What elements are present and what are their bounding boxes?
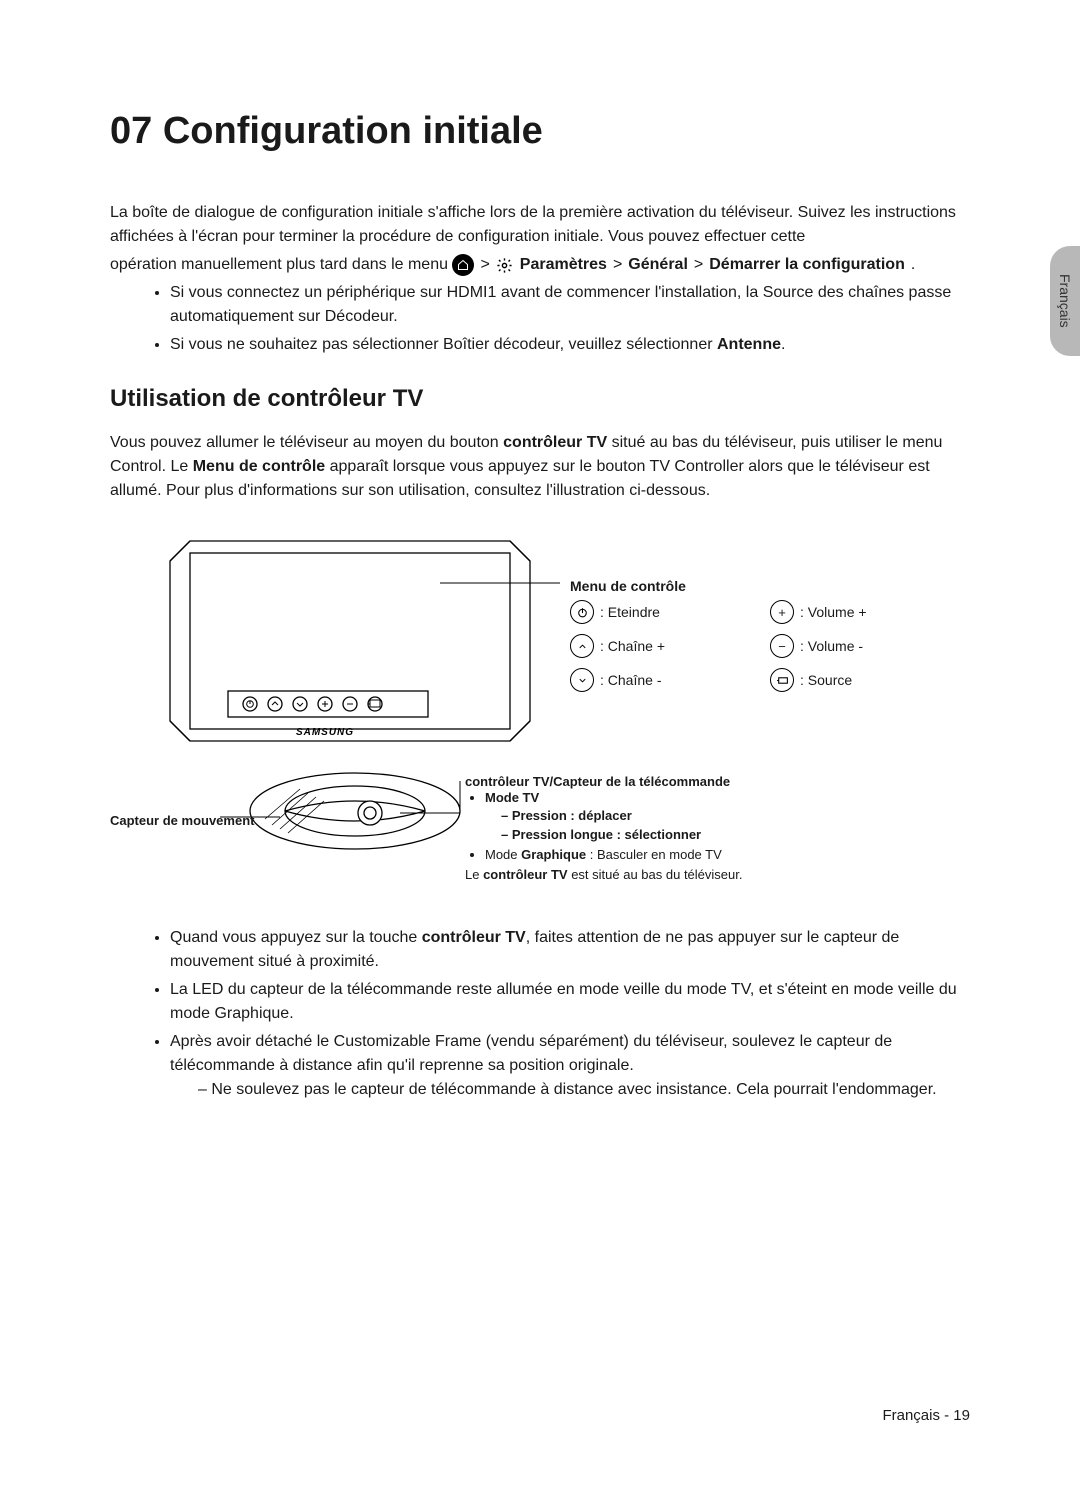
legend-volup-label: : Volume +: [800, 604, 867, 620]
intro-line2: opération manuellement plus tard dans le…: [110, 253, 970, 277]
legend-chdn: : Chaîne -: [570, 668, 750, 692]
plus-icon: +: [770, 600, 794, 624]
legend-power-label: : Eteindre: [600, 604, 660, 620]
section2-text: Vous pouvez allumer le téléviseur au moy…: [110, 431, 970, 503]
mode-tv-sublist: Pression : déplacer Pression longue : sé…: [485, 807, 905, 843]
path-start: Démarrer la configuration: [709, 253, 905, 277]
controller-caption: contrôleur TV/Capteur de la télécommande…: [465, 774, 905, 884]
lb3-sub: Ne soulevez pas le capteur de télécomman…: [198, 1078, 970, 1102]
press-label: Pression : déplacer: [501, 807, 905, 825]
legend-chdn-label: : Chaîne -: [600, 672, 661, 688]
path-general: Général: [628, 253, 688, 277]
lower-bullet-3: Après avoir détaché le Customizable Fram…: [170, 1030, 970, 1102]
graphic-bold: Graphique: [521, 847, 586, 862]
lb3-text: Après avoir détaché le Customizable Fram…: [170, 1033, 892, 1074]
menu-path: > Paramètres > Général > Démarrer la con…: [452, 253, 915, 277]
motion-sensor-caption: Capteur de mouvement: [110, 812, 254, 830]
intro-bullet-2-post: .: [781, 336, 785, 353]
power-off-icon: [570, 600, 594, 624]
legend-grid: : Eteindre + : Volume + : Chaîne + −: [570, 600, 950, 692]
intro-line2-prefix: opération manuellement plus tard dans le…: [110, 256, 448, 273]
chevron-2: >: [613, 253, 622, 277]
lower-bullet-1: Quand vous appuyez sur la touche contrôl…: [170, 926, 970, 974]
motion-label: Capteur de mouvement: [110, 813, 254, 828]
chevron-3: >: [694, 253, 703, 277]
legend-source: : Source: [770, 668, 950, 692]
lb1-pre: Quand vous appuyez sur la touche: [170, 929, 422, 946]
note-pre: Le: [465, 867, 483, 882]
intro-line1: La boîte de dialogue de configuration in…: [110, 201, 970, 249]
intro-bullet-2-bold: Antenne: [717, 336, 781, 353]
mode-tv-label: Mode TV: [485, 790, 539, 805]
legend-voldn: − : Volume -: [770, 634, 950, 658]
legend-source-label: : Source: [800, 672, 852, 688]
chevron-up-icon: [570, 634, 594, 658]
chevron-1: >: [480, 253, 489, 277]
note-post: est situé au bas du téléviseur.: [568, 867, 743, 882]
lower-bullet-3-sub: Ne soulevez pas le capteur de télécomman…: [170, 1078, 970, 1102]
section2-pre: Vous pouvez allumer le téléviseur au moy…: [110, 434, 503, 451]
home-icon: [452, 254, 474, 276]
brand-label: SAMSUNG: [296, 727, 354, 738]
intro-bullet-2: Si vous ne souhaitez pas sélectionner Bo…: [170, 333, 970, 357]
source-icon: [770, 668, 794, 692]
intro-bullets: Si vous connectez un périphérique sur HD…: [110, 281, 970, 357]
legend-voldn-label: : Volume -: [800, 638, 863, 654]
lower-bullets: Quand vous appuyez sur la touche contrôl…: [110, 926, 970, 1102]
chevron-down-icon: [570, 668, 594, 692]
section2-bold2: Menu de contrôle: [193, 458, 325, 475]
note-bold: contrôleur TV: [483, 867, 568, 882]
page-title: 07 Configuration initiale: [110, 110, 970, 153]
intro-bullet-2-pre: Si vous ne souhaitez pas sélectionner Bo…: [170, 336, 717, 353]
gear-icon: [496, 256, 514, 274]
lower-bullet-2: La LED du capteur de la télécommande res…: [170, 978, 970, 1026]
controller-list: Mode TV Pression : déplacer Pression lon…: [465, 789, 905, 864]
controller-note: Le contrôleur TV est situé au bas du tél…: [465, 866, 905, 884]
page-content: 07 Configuration initiale La boîte de di…: [0, 0, 1080, 1102]
mode-tv-item: Mode TV Pression : déplacer Pression lon…: [485, 789, 905, 844]
graphic-post: : Basculer en mode TV: [586, 847, 722, 862]
controller-title: contrôleur TV/Capteur de la télécommande: [465, 774, 905, 789]
legend-volup: + : Volume +: [770, 600, 950, 624]
path-settings: Paramètres: [520, 253, 607, 277]
section2-bold1: contrôleur TV: [503, 434, 607, 451]
legend-title: Menu de contrôle: [570, 578, 950, 594]
intro-bullet-1: Si vous connectez un périphérique sur HD…: [170, 281, 970, 329]
legend-power: : Eteindre: [570, 600, 750, 624]
legend-chup: : Chaîne +: [570, 634, 750, 658]
path-period: .: [911, 253, 915, 277]
page-number: Français - 19: [882, 1407, 970, 1424]
control-menu-legend: Menu de contrôle : Eteindre + : Volume +: [570, 578, 950, 692]
longpress-label: Pression longue : sélectionner: [501, 826, 905, 844]
legend-chup-label: : Chaîne +: [600, 638, 665, 654]
section2-heading: Utilisation de contrôleur TV: [110, 385, 970, 413]
graphic-mode-item: Mode Graphique : Basculer en mode TV: [485, 846, 905, 864]
diagram: SAMSUNG: [110, 531, 970, 916]
lb1-bold: contrôleur TV: [422, 929, 526, 946]
graphic-pre: Mode: [485, 847, 521, 862]
minus-icon: −: [770, 634, 794, 658]
